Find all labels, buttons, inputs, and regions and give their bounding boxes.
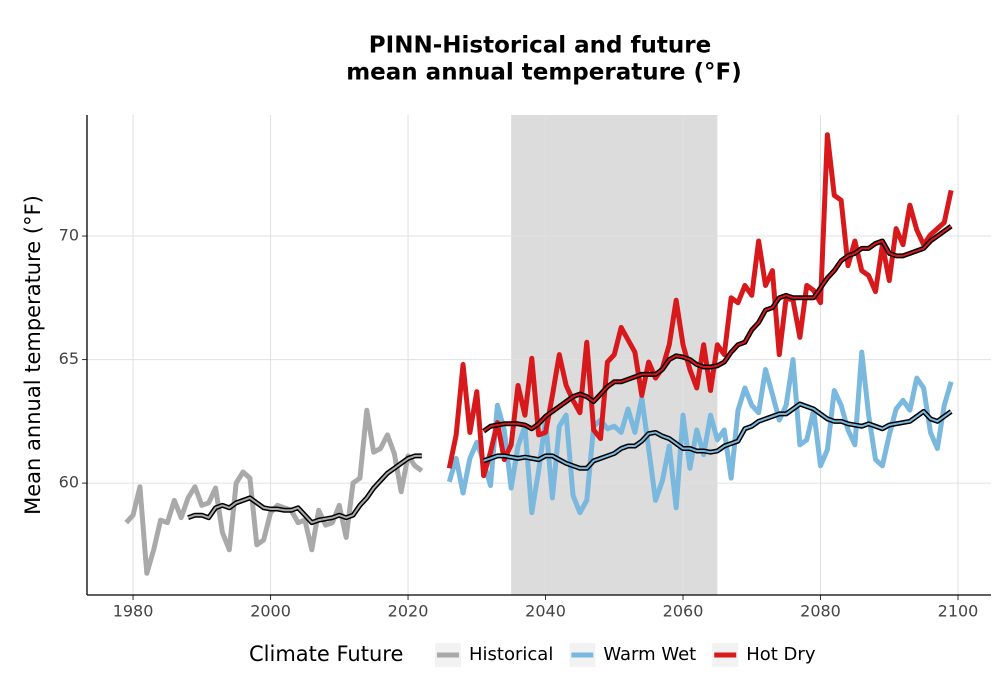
trend-line [483, 225, 952, 433]
trend-line [187, 454, 422, 524]
y-axis-label: Mean annual temperature (°F) [21, 195, 45, 515]
series-line [124, 407, 424, 576]
legend-label: Historical [469, 644, 553, 665]
chart-title: PINN-Historical and future [369, 33, 711, 59]
series-line [446, 349, 954, 516]
x-tick-label: 2080 [800, 602, 841, 621]
x-tick-label: 1980 [113, 602, 154, 621]
x-tick-label: 2040 [525, 602, 566, 621]
legend-label: Hot Dry [746, 644, 816, 665]
x-tick-label: 2020 [388, 602, 429, 621]
y-tick-label: 65 [59, 349, 79, 368]
trend-line [483, 403, 952, 470]
x-tick-label: 2100 [938, 602, 979, 621]
x-tick-label: 2000 [250, 602, 291, 621]
legend-title: Climate Future [249, 642, 403, 666]
y-tick-label: 70 [59, 226, 79, 245]
legend-label: Warm Wet [603, 644, 696, 665]
y-tick-label: 60 [59, 473, 79, 492]
x-tick-label: 2060 [663, 602, 704, 621]
trend-line-outline [187, 453, 422, 526]
chart-title: mean annual temperature (°F) [346, 60, 742, 86]
